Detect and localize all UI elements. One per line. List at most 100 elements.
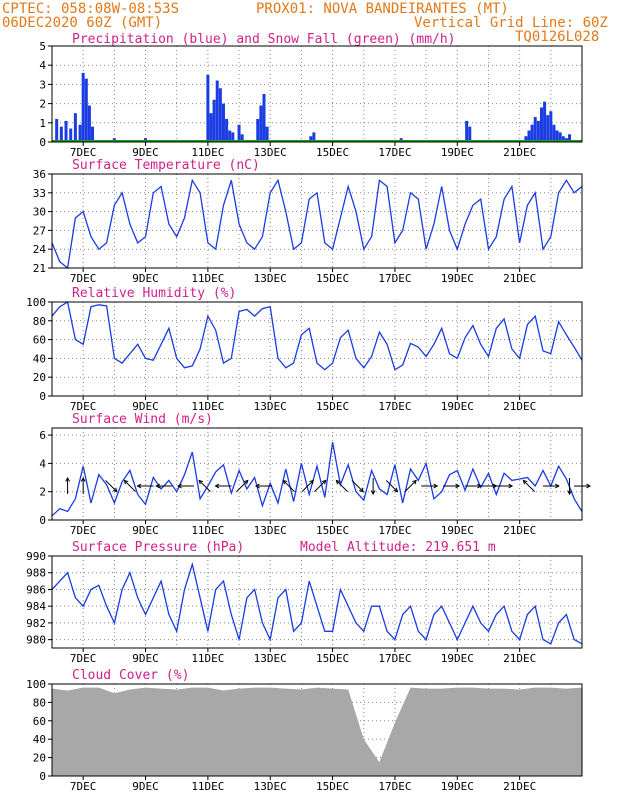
wind-vector-head: [198, 479, 204, 485]
panel-wind: Surface Wind (m/s) 0 2 4 6 7DEC 9DEC 11DEC 13DEC…: [39, 412, 592, 537]
rh-date-label: 7DEC: [70, 400, 97, 413]
temp-ytick-label: 21: [33, 262, 46, 275]
temp-date-label: 7DEC: [70, 272, 97, 285]
cloud-cover-area: [52, 687, 582, 776]
rh-date-label: 9DEC: [132, 400, 159, 413]
wind-ytick-label: 0: [39, 514, 46, 527]
precip-bar: [312, 132, 316, 142]
precip-bar: [212, 99, 216, 142]
panel-temp: Surface Temperature (nC) 21 24 27 30 33 36 7DEC…: [33, 158, 583, 285]
temp-date-label: 15DEC: [316, 272, 349, 285]
temp-ytick-label: 33: [33, 187, 46, 200]
rh-date-label: 15DEC: [316, 400, 349, 413]
rh-date-label: 19DEC: [441, 400, 474, 413]
precip-bar: [78, 124, 82, 142]
header-model-code: TQ0126L028: [515, 29, 599, 45]
precip-bar: [549, 111, 553, 142]
wind-vector-arrow: [404, 480, 417, 492]
press-series-line: [51, 561, 583, 645]
precip-bar: [240, 134, 244, 142]
precip-bar: [546, 115, 550, 142]
wind-vector-arrow: [351, 480, 364, 492]
panel-press: Surface Pressure (hPa) Model Altitude: 21…: [26, 540, 583, 665]
precip-bar: [468, 126, 472, 142]
wind-vector-head: [455, 483, 461, 489]
precip-date-label: 7DEC: [70, 146, 97, 159]
press-title: Surface Pressure (hPa): [72, 540, 244, 555]
precip-bar: [59, 126, 63, 142]
wind-vector-head: [567, 490, 572, 496]
precip-bar: [265, 126, 269, 142]
wind-vector-head: [412, 479, 417, 485]
wind-date-label: 11DEC: [191, 524, 224, 537]
header-run-date: 06DEC2020 60Z (GMT): [2, 15, 162, 31]
precip-bar: [262, 94, 266, 142]
wind-vector-arrow: [236, 480, 249, 492]
wind-series-line: [51, 442, 583, 517]
temp-frame: [51, 173, 583, 269]
wind-vector-arrow: [198, 480, 211, 492]
press-ytick-label: 988: [26, 567, 46, 580]
precip-bar: [539, 107, 543, 142]
wind-vector-head: [136, 483, 142, 489]
press-date-label: 19DEC: [441, 652, 474, 665]
temp-date-label: 11DEC: [191, 272, 224, 285]
press-subtitle: Model Altitude: 219.651 m: [300, 540, 496, 555]
wind-vector-head: [359, 487, 364, 493]
rh-ytick-label: 60: [33, 334, 46, 347]
temp-series-line: [51, 178, 583, 270]
wind-title: Surface Wind (m/s): [72, 412, 213, 427]
panel-precip: Precipitation (blue) and Snow Fall (gree…: [39, 32, 583, 159]
cloud-ytick-label: 60: [33, 715, 46, 728]
wind-vector-head: [112, 487, 118, 493]
precip-bar: [561, 136, 565, 142]
precip-bar: [558, 132, 562, 142]
temp-date-label: 13DEC: [254, 272, 287, 285]
precip-frame: [51, 45, 583, 143]
panel-cloud: Cloud Cover (%) 0 20 40 60 80 100 7DEC 9DEC 11DEC…: [26, 668, 583, 793]
wind-vector-head: [433, 483, 439, 489]
wind-vector-head: [508, 483, 514, 489]
precip-bar: [228, 130, 232, 142]
precip-ytick-label: 0: [39, 136, 46, 149]
header-station-coords: CPTEC: 058:08W-08:53S: [2, 1, 179, 17]
rh-ytick-label: 20: [33, 371, 46, 384]
precip-ytick-label: 4: [39, 59, 46, 72]
precip-bar: [568, 134, 572, 142]
precip-bar: [555, 130, 559, 142]
temp-ytick-label: 30: [33, 206, 46, 219]
precip-bar: [221, 103, 225, 142]
rh-ytick-label: 80: [33, 315, 46, 328]
precip-bar: [536, 120, 540, 142]
precip-ytick-label: 3: [39, 78, 46, 91]
wind-vector-head: [522, 479, 528, 485]
temp-date-label: 17DEC: [378, 272, 411, 285]
precip-bar: [524, 136, 528, 142]
wind-ytick-label: 6: [39, 429, 46, 442]
rh-date-label: 11DEC: [191, 400, 224, 413]
wind-ytick-label: 4: [39, 457, 46, 470]
precip-bar: [309, 136, 313, 142]
wind-date-label: 15DEC: [316, 524, 349, 537]
rh-series-line: [51, 300, 583, 371]
wind-vector-head: [335, 479, 341, 485]
wind-vector-head: [65, 476, 70, 482]
precip-bar: [64, 120, 68, 142]
temp-ytick-label: 24: [33, 243, 47, 256]
wind-vector-head: [80, 476, 86, 482]
rh-ytick-label: 40: [33, 352, 46, 365]
panels: Precipitation (blue) and Snow Fall (gree…: [26, 32, 592, 793]
precip-bar: [259, 105, 263, 142]
press-date-label: 7DEC: [70, 652, 97, 665]
wind-ytick-label: 2: [39, 486, 46, 499]
precip-bar: [91, 126, 95, 142]
precip-bar: [543, 101, 547, 142]
wind-vector-arrow: [314, 480, 327, 492]
temp-date-label: 9DEC: [132, 272, 159, 285]
precip-bar: [73, 113, 77, 142]
wind-date-label: 21DEC: [503, 524, 536, 537]
precip-date-label: 21DEC: [503, 146, 536, 159]
press-ytick-label: 982: [26, 617, 46, 630]
wind-vector-arrow: [385, 480, 398, 492]
